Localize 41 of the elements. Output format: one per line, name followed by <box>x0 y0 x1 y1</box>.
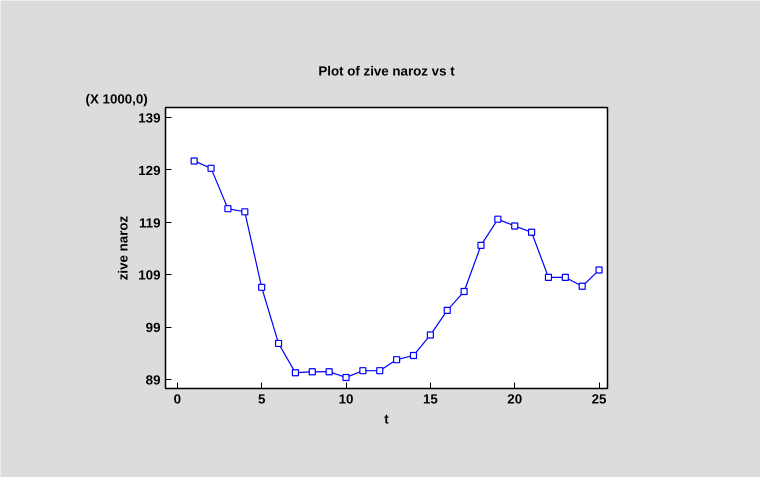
point <box>292 369 299 376</box>
point <box>342 374 350 382</box>
x-tick-label: 25 <box>592 392 608 406</box>
chart-title: Plot of zive naroz vs t <box>318 64 456 78</box>
y-tick-label: 129 <box>138 162 161 178</box>
point <box>494 216 502 223</box>
y-tick-label: 89 <box>146 372 161 388</box>
point <box>241 208 248 216</box>
point <box>224 205 232 212</box>
point <box>326 368 333 376</box>
x-axis-title: t <box>384 412 390 426</box>
x-tick-label: 0 <box>174 392 182 406</box>
x-tick-label: 10 <box>338 392 354 406</box>
point <box>444 306 451 314</box>
point <box>578 282 586 290</box>
point <box>393 356 400 364</box>
point <box>460 288 468 296</box>
point <box>308 368 316 376</box>
y-tick-label: 109 <box>138 268 161 283</box>
y-tick-label: 139 <box>138 110 161 126</box>
point <box>426 331 434 339</box>
x-tick-label: 20 <box>507 392 522 406</box>
point <box>359 367 366 374</box>
point <box>410 352 418 360</box>
text: (X 1000,0) <box>86 92 148 106</box>
y-tick-label: 119 <box>139 215 161 230</box>
point <box>511 222 518 230</box>
y-tick-label: 99 <box>146 320 161 336</box>
point <box>544 274 552 281</box>
point <box>207 164 215 172</box>
point <box>562 274 569 281</box>
point <box>258 284 266 291</box>
point <box>274 340 282 348</box>
point <box>528 228 536 236</box>
x-tick-label: 15 <box>422 392 438 406</box>
point <box>376 367 384 374</box>
x-tick-label: 5 <box>258 392 266 406</box>
point <box>595 266 603 274</box>
y-axis-title: zive naroz <box>115 215 130 280</box>
point <box>190 157 198 165</box>
point <box>477 242 485 249</box>
